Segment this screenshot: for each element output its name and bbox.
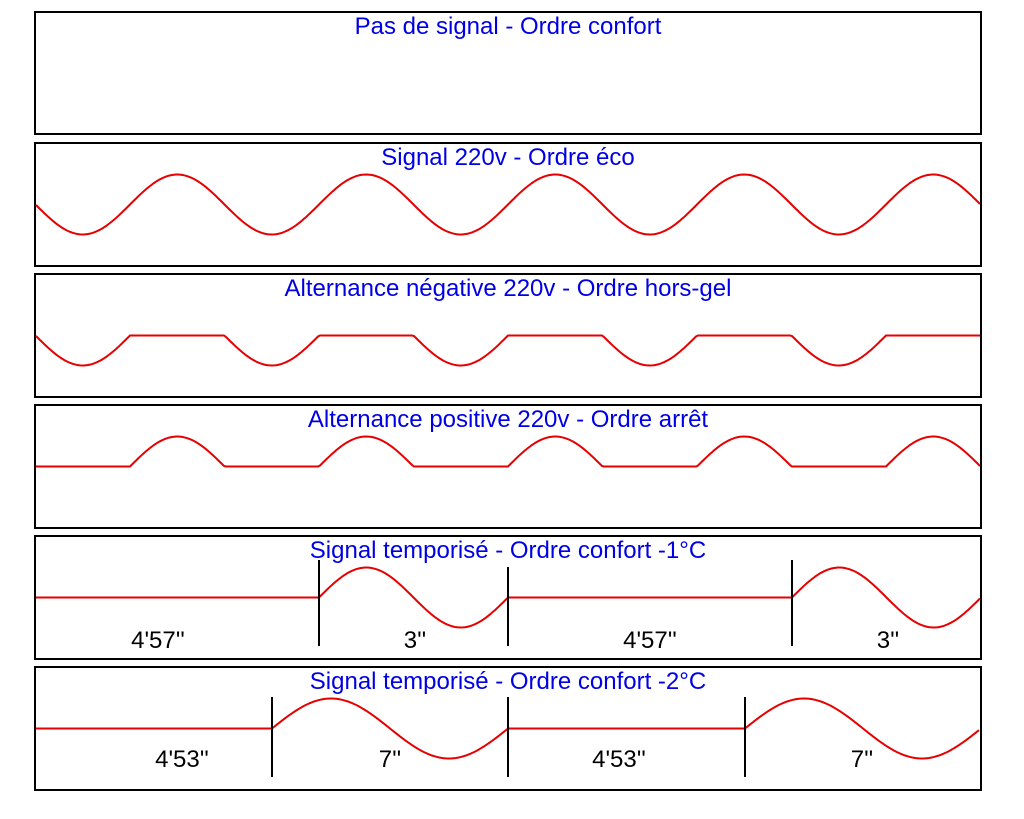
positive-half-wave (36, 435, 981, 468)
panel-full-signal: Signal 220v - Ordre éco (34, 142, 982, 267)
duration-label: 7'' (851, 746, 874, 773)
duration-label: 3'' (404, 627, 427, 654)
panel-frame (34, 666, 982, 791)
negative-half-wave (35, 334, 980, 367)
duration-label: 4'57'' (623, 627, 677, 654)
panel-title: Alternance négative 220v - Ordre hors-ge… (285, 275, 732, 302)
panel-title: Signal 220v - Ordre éco (381, 144, 634, 171)
panel-title: Pas de signal - Ordre confort (355, 13, 662, 40)
panel-title: Alternance positive 220v - Ordre arrêt (308, 406, 709, 433)
panel-title: Signal temporisé - Ordre confort -1°C (310, 537, 706, 564)
duration-label: 7'' (379, 746, 402, 773)
duration-label: 4'53'' (592, 746, 646, 773)
panel-positive-half: Alternance positive 220v - Ordre arrêt (34, 404, 982, 529)
panel-negative-half: Alternance négative 220v - Ordre hors-ge… (34, 273, 982, 398)
panel-timed-minus-2: Signal temporisé - Ordre confort -2°C 4'… (34, 666, 982, 791)
panel-frame (34, 142, 982, 267)
panel-title: Signal temporisé - Ordre confort -2°C (310, 668, 706, 695)
duration-label: 3'' (877, 627, 900, 654)
duration-label: 4'57'' (131, 627, 185, 654)
panel-frame (34, 404, 982, 529)
panel-frame (34, 273, 982, 398)
duration-label: 4'53'' (155, 746, 209, 773)
panel-timed-minus-1: Signal temporisé - Ordre confort -1°C 4'… (34, 535, 982, 660)
panel-frame (34, 11, 982, 135)
sine-wave (35, 173, 981, 236)
panel-no-signal: Pas de signal - Ordre confort (34, 11, 982, 135)
panel-frame (34, 535, 982, 660)
